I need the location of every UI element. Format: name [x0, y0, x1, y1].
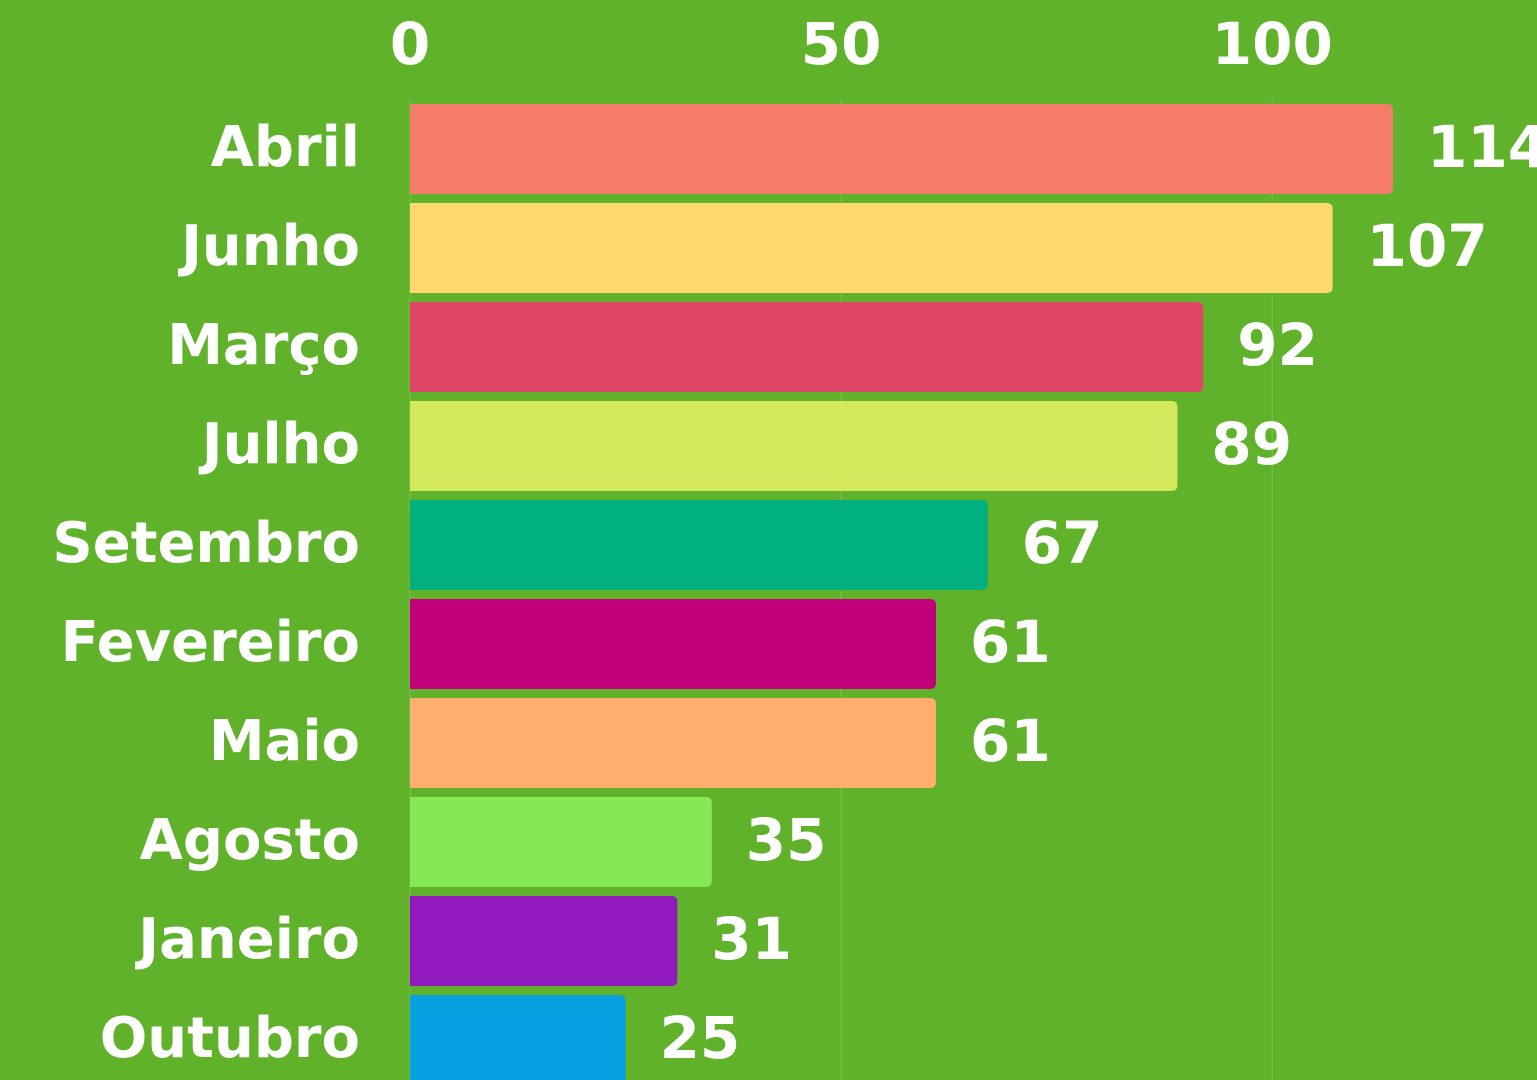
x-tick-label: 100: [1212, 10, 1333, 78]
y-tick-label: Setembro: [52, 511, 360, 576]
value-label: 35: [746, 806, 827, 874]
bar: [410, 698, 936, 788]
bar: [410, 896, 678, 986]
bar: [410, 599, 936, 689]
y-tick-label: Outubro: [100, 1006, 360, 1071]
value-label: 31: [711, 905, 792, 973]
y-tick-label: Maio: [209, 709, 360, 774]
value-label: 89: [1211, 410, 1292, 478]
x-tick-label: 50: [801, 10, 882, 78]
y-tick-label: Fevereiro: [61, 610, 360, 675]
bar: [410, 995, 626, 1080]
bar: [410, 302, 1204, 392]
y-tick-label: Janeiro: [134, 907, 360, 972]
bar: [410, 203, 1333, 293]
value-label: 114: [1427, 113, 1537, 181]
x-tick-label: 0: [390, 10, 430, 78]
value-label: 67: [1022, 509, 1103, 577]
value-label: 92: [1237, 311, 1318, 379]
value-label: 61: [970, 608, 1051, 676]
value-label: 61: [970, 707, 1051, 775]
y-tick-label: Agosto: [140, 808, 360, 873]
value-label: 25: [660, 1004, 741, 1072]
y-tick-label: Junho: [177, 214, 360, 279]
bar: [410, 500, 988, 590]
bar: [410, 797, 712, 887]
y-tick-label: Março: [167, 313, 360, 378]
bar: [410, 104, 1393, 194]
bar: [410, 401, 1178, 491]
y-tick-label: Julho: [198, 412, 360, 477]
y-tick-label: Abril: [211, 115, 360, 180]
value-label: 107: [1367, 212, 1488, 280]
